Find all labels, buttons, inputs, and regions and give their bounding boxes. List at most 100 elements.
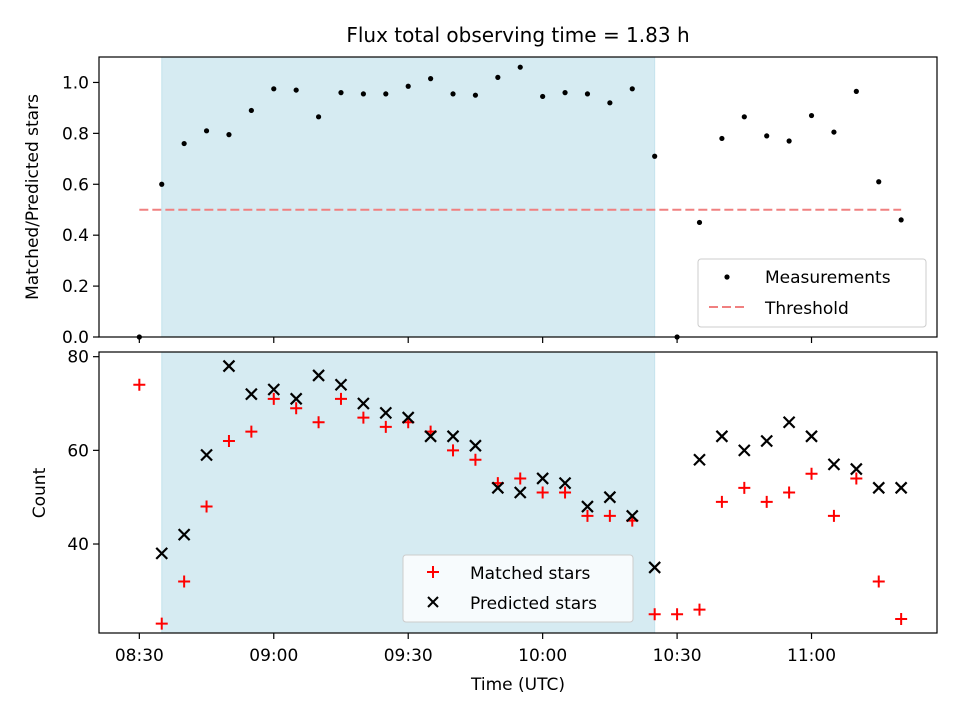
measurement-point bbox=[181, 140, 187, 147]
measurement-point bbox=[383, 91, 389, 97]
top-axes-frame bbox=[98, 56, 938, 338]
top-legend-frame bbox=[697, 258, 927, 328]
measurement-point bbox=[876, 179, 882, 185]
legend-predicted-label: Predicted stars bbox=[470, 594, 597, 614]
predicted-star-point bbox=[177, 528, 191, 541]
bottom-y-tick-label: 40 bbox=[67, 535, 89, 555]
measurement-point bbox=[360, 91, 366, 97]
measurement-point bbox=[629, 86, 635, 92]
top-y-tick-label: 0.6 bbox=[62, 175, 89, 195]
measurement-point bbox=[271, 86, 277, 92]
matched-star-point bbox=[514, 472, 527, 485]
matched-star-point bbox=[312, 416, 325, 429]
predicted-star-point bbox=[715, 430, 729, 443]
bottom-y-tick-label: 60 bbox=[67, 441, 89, 461]
measurement-point bbox=[540, 93, 546, 100]
measurement-point bbox=[719, 135, 725, 142]
legend-measurements-label: Measurements bbox=[765, 268, 891, 288]
matched-star-point bbox=[872, 575, 885, 588]
predicted-star-point bbox=[581, 500, 594, 513]
measurement-point bbox=[428, 76, 434, 82]
top-chart-title: Flux total observing time = 1.83 h bbox=[346, 23, 689, 47]
predicted-star-point bbox=[334, 378, 348, 392]
top-y-tick-label: 0.4 bbox=[62, 226, 89, 246]
predicted-star-point bbox=[401, 411, 415, 424]
matched-star-point bbox=[178, 575, 191, 588]
measurement-point bbox=[808, 112, 815, 119]
matched-star-point bbox=[267, 392, 280, 405]
matched-star-point bbox=[334, 392, 347, 405]
bottom-y-axis-label: Count bbox=[30, 467, 50, 518]
measurement-point bbox=[450, 91, 456, 97]
top-legend: Measurements Threshold bbox=[697, 258, 927, 328]
matched-star-point bbox=[155, 617, 168, 630]
matched-star-point bbox=[850, 472, 863, 485]
measurement-point bbox=[786, 138, 792, 144]
matched-star-point bbox=[245, 425, 258, 438]
predicted-star-point bbox=[424, 430, 437, 443]
matched-star-point bbox=[648, 608, 661, 621]
measurement-point bbox=[652, 153, 658, 159]
matched-star-point bbox=[536, 486, 549, 499]
predicted-star-point bbox=[648, 561, 661, 574]
measurement-point bbox=[562, 90, 568, 96]
top-y-tick-label: 1.0 bbox=[62, 73, 89, 93]
matched-star-point bbox=[469, 453, 482, 466]
x-tick-label: 10:00 bbox=[518, 646, 567, 666]
bottom-legend-frame bbox=[402, 554, 634, 623]
measurement-point bbox=[159, 181, 165, 187]
legend-matched-marker bbox=[427, 566, 439, 578]
top-y-axis-label: Matched/Predicted stars bbox=[23, 94, 43, 300]
top-y-tick-label: 0.2 bbox=[62, 277, 89, 297]
matched-star-point bbox=[290, 402, 303, 415]
predicted-star-point bbox=[536, 472, 549, 485]
predicted-star-point bbox=[289, 392, 303, 406]
measurement-point bbox=[741, 114, 747, 120]
predicted-star-point bbox=[267, 383, 281, 396]
predicted-star-point bbox=[312, 369, 325, 382]
measurement-point bbox=[293, 87, 299, 93]
predicted-star-point bbox=[782, 415, 796, 429]
measurement-point bbox=[338, 90, 344, 96]
matched-star-point bbox=[222, 434, 235, 447]
matched-star-point bbox=[447, 444, 460, 457]
x-tick-label: 09:00 bbox=[249, 646, 298, 666]
predicted-star-point bbox=[760, 434, 773, 448]
predicted-star-point bbox=[850, 462, 863, 476]
matched-star-point bbox=[581, 509, 594, 522]
measurement-point bbox=[315, 114, 322, 120]
measurement-point bbox=[764, 133, 770, 139]
predicted-star-point bbox=[603, 490, 617, 504]
matched-star-point bbox=[379, 420, 392, 433]
x-tick-label: 10:30 bbox=[653, 646, 702, 666]
measurement-point bbox=[898, 217, 904, 223]
matched-star-point bbox=[200, 500, 213, 513]
predicted-star-point bbox=[558, 476, 572, 490]
predicted-star-point bbox=[738, 444, 751, 457]
bottom-y-tick-label: 80 bbox=[67, 348, 89, 368]
legend-measurements-marker bbox=[724, 274, 730, 280]
top-plot-area: 0.0 0.2 0.4 0.6 0.8 1.0 bbox=[62, 56, 938, 348]
measurement-point bbox=[696, 219, 703, 226]
bottom-axes-frame bbox=[98, 351, 938, 634]
matched-star-point bbox=[827, 509, 840, 522]
predicted-star-point bbox=[872, 481, 886, 495]
matched-star-point bbox=[357, 411, 370, 424]
matched-star-point bbox=[805, 467, 818, 480]
x-tick-label: 11:00 bbox=[787, 646, 836, 666]
predicted-star-point bbox=[222, 359, 236, 373]
bottom-legend: Matched stars Predicted stars bbox=[402, 554, 634, 623]
measurement-point bbox=[584, 91, 591, 97]
matched-star-point bbox=[693, 603, 706, 616]
measurement-point bbox=[405, 83, 411, 89]
predicted-star-point bbox=[200, 448, 213, 462]
predicted-star-point bbox=[491, 481, 505, 495]
predicted-star-point bbox=[625, 509, 639, 523]
predicted-star-point bbox=[513, 486, 527, 499]
predicted-star-point bbox=[155, 547, 169, 560]
measurement-point bbox=[853, 88, 859, 94]
top-y-tick-label: 0.8 bbox=[62, 124, 89, 144]
matched-star-point bbox=[603, 509, 616, 522]
measurement-point bbox=[248, 107, 254, 114]
